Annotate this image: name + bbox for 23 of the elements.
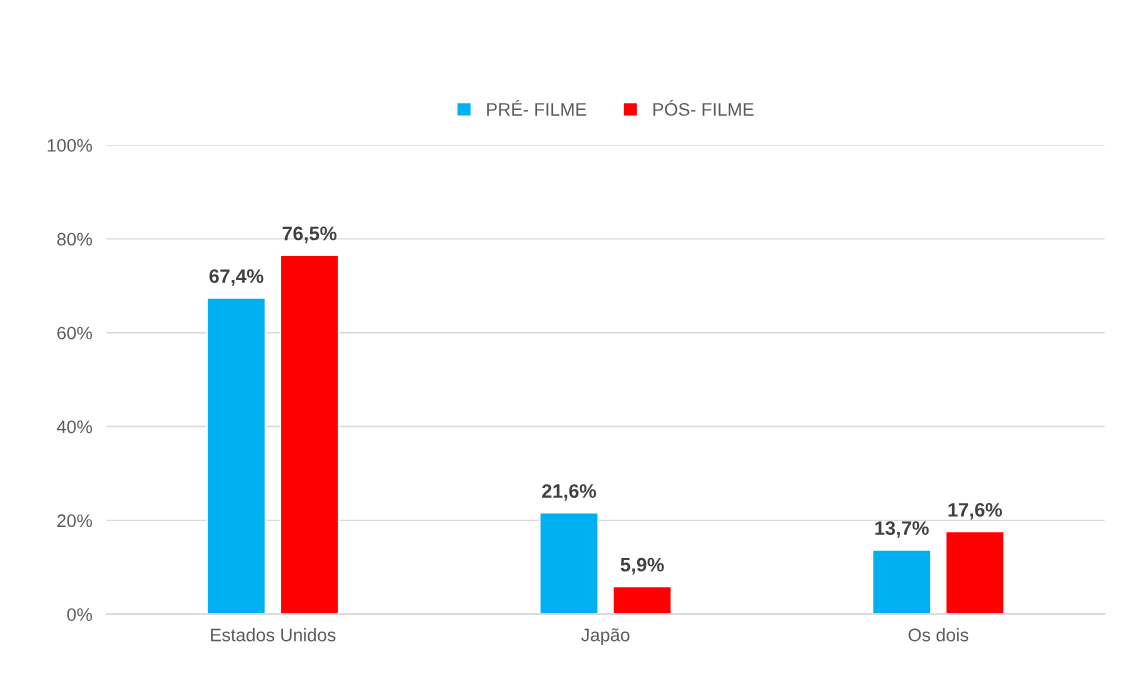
y-tick-label: 80% [57, 232, 92, 246]
bar [612, 585, 672, 615]
y-tick-label: 100% [47, 138, 92, 152]
x-tick-label: Os dois [908, 628, 969, 642]
y-tick-label: 0% [67, 608, 92, 621]
data-label: 76,5% [282, 226, 337, 244]
bar [945, 530, 1005, 615]
data-label: 13,7% [875, 521, 929, 538]
x-tick-label: Japão [581, 628, 630, 645]
data-label: 5,9% [620, 557, 664, 575]
bar [206, 297, 267, 615]
data-label: 17,6% [948, 502, 1002, 520]
y-tick-label: 20% [57, 514, 92, 528]
bar [279, 254, 340, 615]
data-label: 21,6% [542, 484, 597, 501]
y-tick-label: 60% [57, 326, 92, 340]
bar [871, 549, 932, 615]
y-tick-label: 40% [56, 420, 92, 434]
bar [539, 512, 599, 615]
legend-label: PRÉ- FILME [487, 99, 587, 116]
data-label: 67,4% [209, 269, 264, 286]
legend-label: PÓS- FILME [653, 99, 754, 116]
x-tick-label: Estados Unidos [211, 628, 336, 642]
